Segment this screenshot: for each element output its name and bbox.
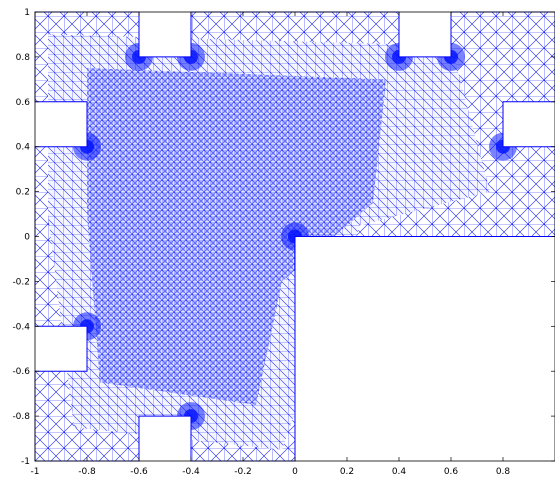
y-tick-label: 0.8 <box>16 53 31 63</box>
axis-tick-labels: -1 -0.8 -0.6 -0.4 -0.2 0 0.2 0.4 0.6 0.8 -1 -0.8 -0.… <box>12 8 510 477</box>
y-tick-label: 0.2 <box>16 188 30 198</box>
y-tick-label: -0.6 <box>12 367 30 377</box>
x-tick-label: 0.6 <box>444 467 459 477</box>
x-tick-label: -0.8 <box>78 467 96 477</box>
x-tick-label: -0.6 <box>130 467 148 477</box>
x-tick-label: -0.4 <box>182 467 200 477</box>
y-tick-label: 0.6 <box>16 98 31 108</box>
y-tick-label: 0 <box>24 233 30 243</box>
y-tick-label: -1 <box>21 457 30 467</box>
x-tick-label: -0.2 <box>234 467 252 477</box>
x-tick-label: 0 <box>292 467 298 477</box>
x-tick-label: 0.8 <box>496 467 511 477</box>
x-tick-label: 0.2 <box>340 467 354 477</box>
y-tick-label: 1 <box>24 8 30 18</box>
x-tick-label: -1 <box>31 467 40 477</box>
x-tick-label: 0.4 <box>392 467 407 477</box>
y-tick-label: -0.4 <box>12 322 30 332</box>
mesh-fine-region <box>87 68 386 405</box>
y-tick-label: 0.4 <box>16 143 31 153</box>
y-tick-label: -0.2 <box>12 277 30 287</box>
axis-ticks <box>34 11 555 462</box>
y-tick-label: -0.8 <box>12 412 30 422</box>
